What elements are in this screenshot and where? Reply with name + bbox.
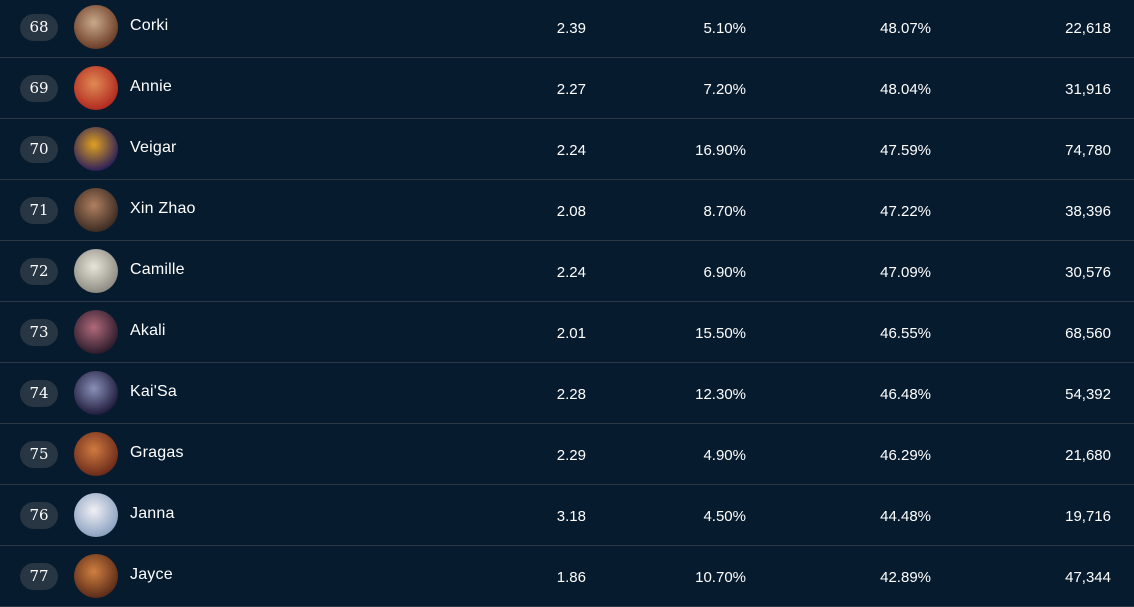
win-rate-value: 46.55% xyxy=(880,325,931,342)
champion-name[interactable]: Veigar xyxy=(130,139,177,156)
kda-value: 2.28 xyxy=(556,386,586,403)
games-value: 47,344 xyxy=(1065,569,1111,586)
table-row[interactable]: 73 Akali 2.01 15.50% 46.55% 68,560 xyxy=(0,302,1134,363)
games-value: 54,392 xyxy=(1065,386,1111,403)
pick-rate-value: 7.20% xyxy=(703,81,746,98)
rank-badge: 74 xyxy=(20,380,58,407)
win-rate-value: 46.48% xyxy=(880,386,931,403)
games-value: 19,716 xyxy=(1065,508,1111,525)
rank-badge: 73 xyxy=(20,319,58,346)
rank-badge: 71 xyxy=(20,197,58,224)
win-rate-value: 48.04% xyxy=(880,81,931,98)
champion-name[interactable]: Annie xyxy=(130,78,172,95)
champion-avatar[interactable] xyxy=(74,371,118,415)
pick-rate-value: 16.90% xyxy=(695,142,746,159)
pick-rate-value: 5.10% xyxy=(703,20,746,37)
champion-name[interactable]: Kai'Sa xyxy=(130,383,177,400)
kda-value: 2.08 xyxy=(556,203,586,220)
champion-avatar[interactable] xyxy=(74,249,118,293)
table-row[interactable]: 75 Gragas 2.29 4.90% 46.29% 21,680 xyxy=(0,424,1134,485)
pick-rate-value: 10.70% xyxy=(695,569,746,586)
win-rate-value: 44.48% xyxy=(880,508,931,525)
champion-avatar[interactable] xyxy=(74,432,118,476)
champion-avatar[interactable] xyxy=(74,127,118,171)
champion-avatar[interactable] xyxy=(74,310,118,354)
games-value: 74,780 xyxy=(1065,142,1111,159)
champion-avatar[interactable] xyxy=(74,188,118,232)
rank-badge: 70 xyxy=(20,136,58,163)
rank-badge: 68 xyxy=(20,14,58,41)
table-row[interactable]: 76 Janna 3.18 4.50% 44.48% 19,716 xyxy=(0,485,1134,546)
rank-badge: 76 xyxy=(20,502,58,529)
games-value: 68,560 xyxy=(1065,325,1111,342)
champion-name[interactable]: Akali xyxy=(130,322,166,339)
win-rate-value: 47.09% xyxy=(880,264,931,281)
win-rate-value: 48.07% xyxy=(880,20,931,37)
kda-value: 2.27 xyxy=(556,81,586,98)
games-value: 31,916 xyxy=(1065,81,1111,98)
win-rate-value: 46.29% xyxy=(880,447,931,464)
pick-rate-value: 8.70% xyxy=(703,203,746,220)
rank-badge: 72 xyxy=(20,258,58,285)
champion-name[interactable]: Xin Zhao xyxy=(130,200,196,217)
champion-name[interactable]: Camille xyxy=(130,261,185,278)
kda-value: 1.86 xyxy=(556,569,586,586)
games-value: 38,396 xyxy=(1065,203,1111,220)
table-row[interactable]: 70 Veigar 2.24 16.90% 47.59% 74,780 xyxy=(0,119,1134,180)
rank-badge: 77 xyxy=(20,563,58,590)
games-value: 30,576 xyxy=(1065,264,1111,281)
kda-value: 2.29 xyxy=(556,447,586,464)
win-rate-value: 47.22% xyxy=(880,203,931,220)
champion-avatar[interactable] xyxy=(74,5,118,49)
kda-value: 2.01 xyxy=(556,325,586,342)
table-row[interactable]: 69 Annie 2.27 7.20% 48.04% 31,916 xyxy=(0,58,1134,119)
kda-value: 2.24 xyxy=(556,142,586,159)
kda-value: 3.18 xyxy=(556,508,586,525)
champion-name[interactable]: Janna xyxy=(130,505,175,522)
pick-rate-value: 12.30% xyxy=(695,386,746,403)
kda-value: 2.24 xyxy=(556,264,586,281)
pick-rate-value: 6.90% xyxy=(703,264,746,281)
table-row[interactable]: 74 Kai'Sa 2.28 12.30% 46.48% 54,392 xyxy=(0,363,1134,424)
champion-name[interactable]: Jayce xyxy=(130,566,173,583)
table-row[interactable]: 71 Xin Zhao 2.08 8.70% 47.22% 38,396 xyxy=(0,180,1134,241)
win-rate-value: 47.59% xyxy=(880,142,931,159)
table-row[interactable]: 72 Camille 2.24 6.90% 47.09% 30,576 xyxy=(0,241,1134,302)
pick-rate-value: 4.50% xyxy=(703,508,746,525)
games-value: 21,680 xyxy=(1065,447,1111,464)
champion-name[interactable]: Gragas xyxy=(130,444,184,461)
rank-badge: 69 xyxy=(20,75,58,102)
pick-rate-value: 4.90% xyxy=(703,447,746,464)
pick-rate-value: 15.50% xyxy=(695,325,746,342)
kda-value: 2.39 xyxy=(556,20,586,37)
champion-name[interactable]: Corki xyxy=(130,17,169,34)
win-rate-value: 42.89% xyxy=(880,569,931,586)
games-value: 22,618 xyxy=(1065,20,1111,37)
rank-badge: 75 xyxy=(20,441,58,468)
champion-avatar[interactable] xyxy=(74,554,118,598)
champion-avatar[interactable] xyxy=(74,66,118,110)
table-row[interactable]: 68 Corki 2.39 5.10% 48.07% 22,618 xyxy=(0,0,1134,58)
champion-avatar[interactable] xyxy=(74,493,118,537)
table-row[interactable]: 77 Jayce 1.86 10.70% 42.89% 47,344 xyxy=(0,546,1134,607)
